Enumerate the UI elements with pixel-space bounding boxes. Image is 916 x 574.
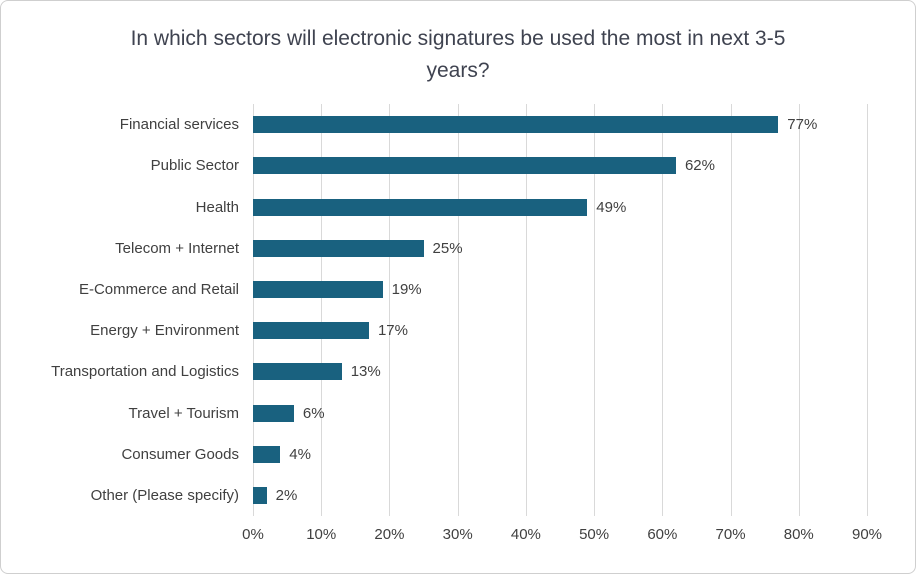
bar bbox=[253, 116, 779, 134]
category-label: Health bbox=[195, 198, 239, 216]
bar bbox=[253, 404, 294, 422]
chart-title: In which sectors will electronic signatu… bbox=[130, 27, 786, 82]
x-tick-label: 50% bbox=[579, 526, 610, 543]
value-label: 77% bbox=[787, 116, 818, 134]
gridlines bbox=[253, 104, 868, 516]
bar bbox=[253, 363, 342, 381]
value-label: 25% bbox=[432, 239, 463, 257]
x-tick-label: 40% bbox=[510, 526, 541, 543]
plot-area: Financial services 77% Public Sector 62% Hea… bbox=[51, 104, 868, 516]
category-label: Transportation and Logistics bbox=[51, 363, 239, 381]
bar bbox=[253, 322, 369, 340]
bar-row: Travel + Tourism 6% bbox=[129, 392, 867, 433]
category-label: E-Commerce and Retail bbox=[78, 280, 239, 298]
bar-row: Public Sector 62% bbox=[151, 145, 867, 186]
bar-row: Energy + Environment 17% bbox=[90, 310, 867, 351]
bar bbox=[253, 157, 676, 175]
x-tick-label: 30% bbox=[442, 526, 473, 543]
category-label: Telecom + Internet bbox=[115, 239, 239, 257]
category-label: Travel + Tourism bbox=[128, 404, 239, 422]
category-label: Energy + Environment bbox=[90, 322, 239, 340]
bar-row: Telecom + Internet 25% bbox=[115, 228, 867, 269]
value-label: 13% bbox=[350, 363, 381, 381]
x-tick-label: 80% bbox=[783, 526, 814, 543]
bar-row: E-Commerce and Retail 19% bbox=[79, 269, 867, 310]
value-label: 2% bbox=[275, 486, 298, 504]
gridline bbox=[594, 104, 596, 516]
value-label: 4% bbox=[289, 445, 311, 463]
bar-row: Other (Please specify) 2% bbox=[91, 475, 867, 516]
gridline bbox=[662, 104, 664, 516]
gridline bbox=[389, 104, 391, 516]
bar bbox=[253, 445, 281, 463]
category-label: Consumer Goods bbox=[121, 445, 239, 463]
value-label: 6% bbox=[302, 404, 325, 422]
x-axis: 0% 10% 20% 30% 40% 50% 60% 70% 80% 90% bbox=[242, 526, 882, 548]
value-label: 17% bbox=[377, 322, 408, 340]
category-label: Other (Please specify) bbox=[90, 486, 239, 504]
x-tick-label: 20% bbox=[374, 526, 405, 543]
bar-row: Health 49% bbox=[196, 186, 867, 227]
category-label: Public Sector bbox=[150, 157, 239, 175]
bar-rows: Financial services 77% Public Sector 62% Hea… bbox=[51, 104, 867, 516]
x-tick-label: 0% bbox=[242, 526, 264, 543]
x-tick-label: 90% bbox=[851, 526, 883, 543]
gridline bbox=[321, 104, 323, 516]
bar bbox=[253, 486, 267, 504]
gridline bbox=[867, 104, 868, 516]
bar bbox=[253, 239, 424, 257]
bar-row: Transportation and Logistics 13% bbox=[51, 351, 867, 392]
x-tick-label: 70% bbox=[715, 526, 746, 543]
bar-row: Financial services 77% bbox=[120, 104, 867, 145]
x-tick-label: 60% bbox=[647, 526, 678, 543]
gridline bbox=[730, 104, 732, 516]
gridline bbox=[253, 104, 254, 516]
gridline bbox=[798, 104, 800, 516]
bar bbox=[253, 280, 383, 298]
value-label: 19% bbox=[391, 280, 422, 298]
x-tick-label: 10% bbox=[306, 526, 337, 543]
gridline bbox=[457, 104, 459, 516]
value-label: 49% bbox=[596, 198, 627, 216]
bar-row: Consumer Goods 4% bbox=[121, 434, 867, 475]
category-label: Financial services bbox=[119, 116, 239, 134]
bar bbox=[253, 198, 588, 216]
value-label: 62% bbox=[684, 157, 715, 175]
gridline bbox=[525, 104, 527, 516]
